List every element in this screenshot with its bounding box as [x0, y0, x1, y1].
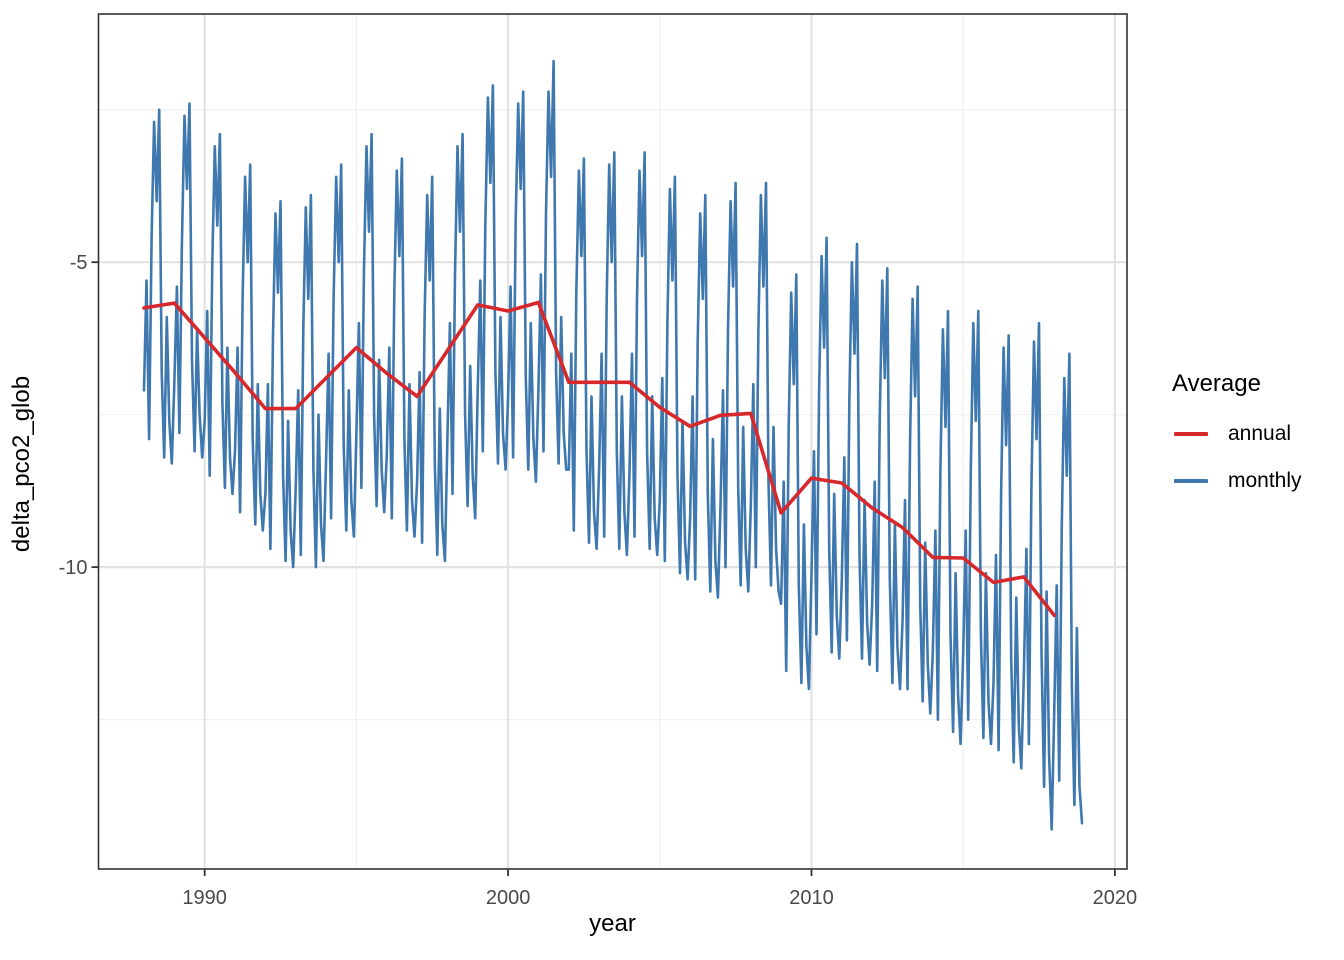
y-tick-label: -10: [59, 557, 88, 579]
annual-line-key-icon: [1174, 432, 1208, 436]
legend-item-monthly: monthly: [1172, 467, 1342, 495]
panel-border: [97, 13, 1128, 870]
x-axis-title: year: [589, 910, 636, 937]
x-tick-label: 2010: [789, 887, 834, 909]
legend-label-monthly: monthly: [1228, 469, 1302, 492]
x-tick-label: 2020: [1093, 887, 1138, 909]
y-tick-label: -5: [70, 252, 88, 274]
x-tick-label: 2000: [486, 887, 531, 909]
monthly-line-key-icon: [1174, 479, 1208, 483]
y-axis-title: delta_pco2_glob: [8, 375, 35, 553]
monthly-line: [142, 59, 1084, 831]
legend-title: Average: [1172, 370, 1261, 397]
legend: Average annual monthly: [1172, 370, 1342, 514]
x-tick-label: 1990: [182, 887, 227, 909]
legend-item-annual: annual: [1172, 420, 1342, 448]
legend-label-annual: annual: [1228, 422, 1292, 445]
annual-line: [142, 300, 1056, 618]
